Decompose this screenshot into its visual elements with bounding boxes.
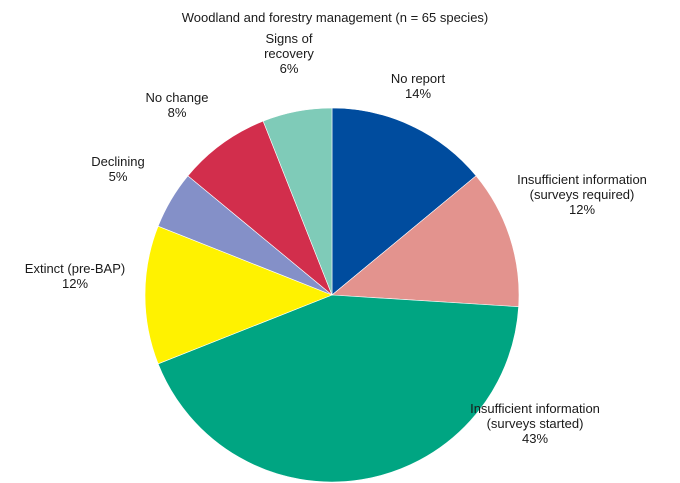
pie-label-1: Insufficient information (surveys require… (517, 172, 647, 217)
pie-label-5: No change 8% (146, 90, 209, 120)
pie-slice-1 (331, 175, 520, 308)
pie-slice-2 (157, 294, 519, 483)
chart-title: Woodland and forestry management (n = 65… (182, 10, 489, 25)
pie-labels: No report 14% Insufficient information (sur… (25, 31, 647, 446)
pie-label-6: Signs of recovery 6% (264, 31, 314, 76)
pie-label-4: Declining 5% (91, 154, 144, 184)
pie-label-0: No report 14% (391, 71, 446, 101)
pie-slice-3 (144, 225, 333, 365)
pie-label-2: Insufficient information (surveys started… (470, 401, 600, 446)
pie-slice-6 (262, 107, 333, 296)
pie-slices (144, 107, 520, 483)
pie-label-3: Extinct (pre-BAP) 12% (25, 261, 125, 291)
pie-slice-0 (331, 107, 477, 296)
pie-slice-5 (187, 120, 333, 296)
